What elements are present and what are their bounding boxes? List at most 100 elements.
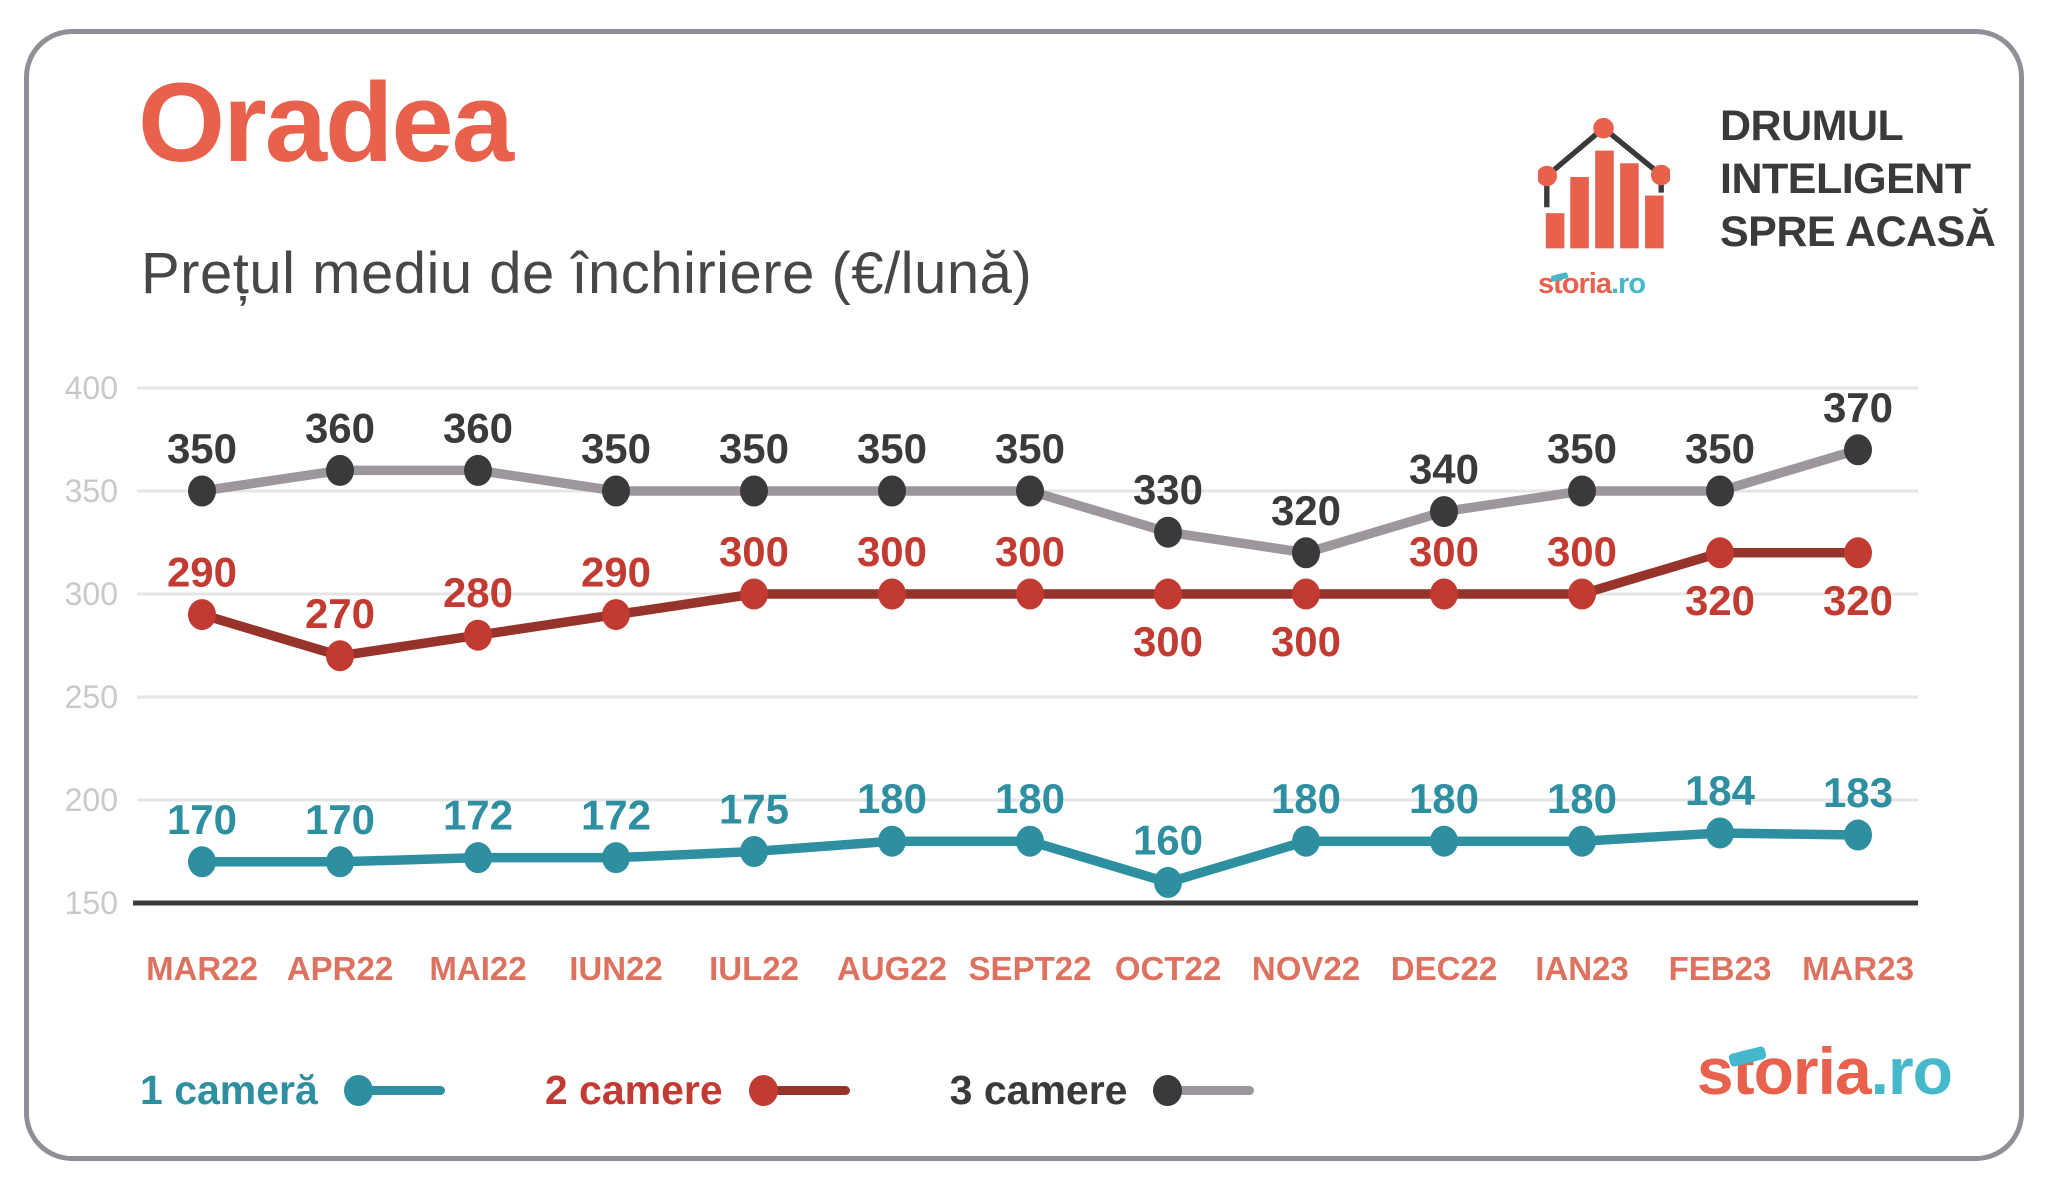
page-title: Oradea — [138, 60, 514, 185]
data-point — [1016, 578, 1044, 610]
data-point — [1568, 475, 1596, 507]
point-label: 290 — [581, 549, 651, 596]
storia-logo-text: storia — [1696, 1034, 1872, 1108]
storia-house-chart-icon — [1538, 117, 1670, 249]
point-label: 172 — [581, 792, 651, 839]
data-point — [188, 475, 216, 507]
point-label: 360 — [443, 404, 513, 451]
storia-logo-tld: .ro — [1870, 1034, 1953, 1108]
point-label: 184 — [1685, 767, 1756, 814]
point-label: 300 — [1271, 618, 1341, 665]
x-category-label: OCT22 — [1115, 950, 1221, 987]
storia-wordmark: storia.ro — [1697, 1038, 1953, 1104]
point-label: 270 — [305, 590, 375, 637]
x-category-label: AUG22 — [837, 950, 947, 987]
point-label: 183 — [1823, 769, 1893, 816]
legend-item-1-camera: 1 cameră — [140, 1067, 445, 1114]
logo-bar — [1595, 150, 1614, 249]
point-label: 350 — [857, 425, 927, 472]
legend-dot — [1153, 1074, 1183, 1106]
data-point — [188, 599, 216, 631]
storia-logo-tld: .ro — [1610, 268, 1646, 300]
point-label: 170 — [167, 796, 237, 843]
point-label: 180 — [1547, 775, 1617, 822]
data-point — [1568, 825, 1596, 857]
logo-bar — [1545, 213, 1565, 249]
point-label: 320 — [1271, 487, 1341, 534]
x-category-label: IUL22 — [709, 950, 799, 987]
data-point — [1706, 475, 1734, 507]
point-label: 172 — [443, 792, 513, 839]
storia-logo-text: storia — [1538, 268, 1612, 300]
point-label: 300 — [995, 528, 1065, 575]
legend-marker-dot-line — [1153, 1074, 1255, 1106]
data-point — [602, 475, 630, 507]
point-label: 300 — [1409, 528, 1479, 575]
logo-bar — [1645, 195, 1664, 249]
legend-item-2-camere: 2 camere — [545, 1067, 850, 1114]
point-label: 360 — [305, 404, 375, 451]
logo-dot — [1650, 164, 1670, 186]
y-tick-label: 350 — [65, 473, 118, 509]
legend-label: 2 camere — [544, 1066, 723, 1113]
data-point — [1568, 578, 1596, 610]
legend-line — [364, 1085, 445, 1095]
legend-marker-dot-line — [748, 1074, 850, 1106]
point-label: 350 — [995, 425, 1065, 472]
point-label: 180 — [1271, 775, 1341, 822]
x-category-label: IUN22 — [569, 950, 663, 987]
y-tick-label: 250 — [65, 679, 118, 715]
data-point — [464, 619, 492, 651]
data-point — [326, 640, 354, 672]
point-label: 300 — [1133, 618, 1203, 665]
logo-bar — [1620, 163, 1639, 249]
logo-bar — [1570, 176, 1589, 249]
tagline-line-2: INTELIGENT — [1720, 155, 1971, 203]
x-category-label: MAR22 — [146, 950, 258, 987]
point-label: 350 — [167, 425, 237, 472]
data-point — [740, 475, 768, 507]
point-label: 180 — [857, 775, 927, 822]
data-point — [188, 846, 216, 878]
y-tick-label: 150 — [65, 885, 118, 921]
point-label: 350 — [581, 425, 651, 472]
data-point — [878, 475, 906, 507]
point-label: 170 — [305, 796, 375, 843]
x-category-label: FEB23 — [1669, 950, 1772, 987]
data-point — [1016, 825, 1044, 857]
legend-dot — [343, 1074, 373, 1106]
data-point — [1292, 825, 1320, 857]
brand-tagline: DRUMUL INTELIGENT SPRE ACASĂ — [1720, 100, 1996, 259]
data-point — [1292, 578, 1320, 610]
series-1-cameră: 170 170 172 172 175 180 180 160 180 180 180 184 183 — [167, 767, 1893, 898]
series-3-camere: 350 360 360 350 350 350 350 330 320 340 350 350 370 — [167, 384, 1893, 569]
chart-legend: 1 cameră 2 camere 3 camere — [140, 1058, 1255, 1122]
point-label: 175 — [719, 786, 789, 833]
legend-line — [1174, 1085, 1255, 1095]
point-label: 330 — [1133, 466, 1203, 513]
legend-item-3-camere: 3 camere — [950, 1067, 1255, 1114]
data-point — [740, 578, 768, 610]
point-label: 320 — [1685, 577, 1755, 624]
data-point — [1154, 516, 1182, 548]
storia-brand-block: storia.ro DRUMUL INTELIGENT SPRE ACASĂ — [1538, 88, 1996, 300]
data-point — [878, 825, 906, 857]
point-label: 350 — [1547, 425, 1617, 472]
data-point — [1292, 537, 1320, 569]
data-point — [878, 578, 906, 610]
footer-storia-logo: storia.ro — [1697, 1038, 1953, 1104]
x-category-label: DEC22 — [1391, 950, 1497, 987]
point-label: 300 — [719, 528, 789, 575]
point-label: 350 — [719, 425, 789, 472]
y-tick-label: 300 — [65, 576, 118, 612]
legend-label: 1 cameră — [140, 1066, 318, 1113]
data-point — [464, 842, 492, 874]
legend-line — [769, 1085, 850, 1095]
data-point — [1430, 825, 1458, 857]
x-category-label: MAI22 — [429, 950, 526, 987]
card-border — [24, 29, 2024, 1161]
point-label: 180 — [1409, 775, 1479, 822]
data-point — [1430, 578, 1458, 610]
data-point — [326, 454, 354, 486]
